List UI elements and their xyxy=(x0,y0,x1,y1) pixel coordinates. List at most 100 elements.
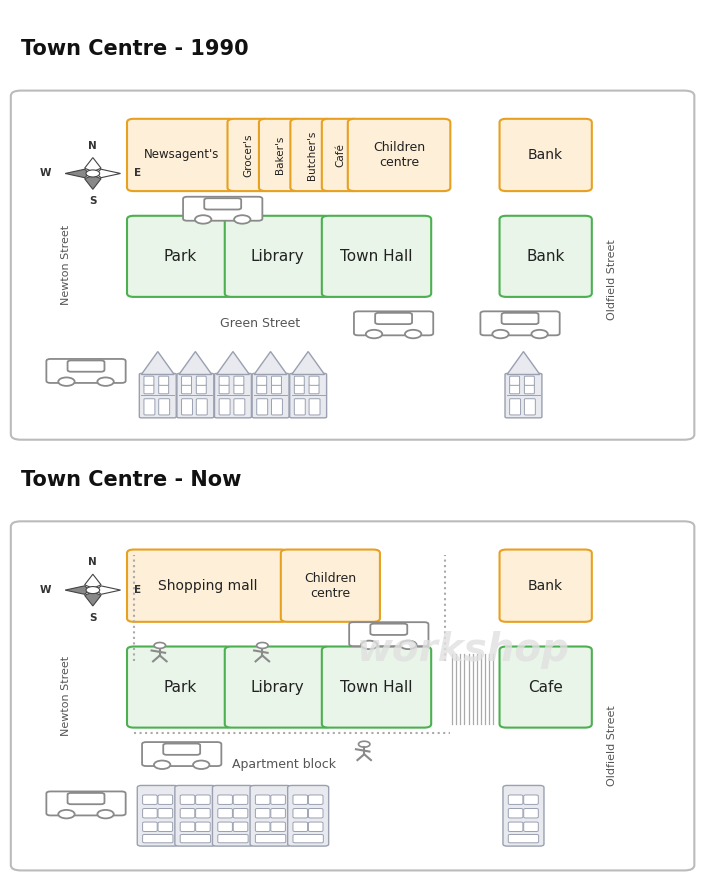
FancyBboxPatch shape xyxy=(257,376,267,385)
FancyBboxPatch shape xyxy=(137,786,178,846)
FancyBboxPatch shape xyxy=(219,384,229,393)
Circle shape xyxy=(256,643,268,649)
Circle shape xyxy=(98,377,114,386)
FancyBboxPatch shape xyxy=(180,795,195,805)
FancyBboxPatch shape xyxy=(140,374,177,417)
Text: Oldfield Street: Oldfield Street xyxy=(607,705,617,786)
Text: Park: Park xyxy=(163,249,197,263)
FancyBboxPatch shape xyxy=(234,795,248,805)
FancyBboxPatch shape xyxy=(322,646,431,728)
Text: Cafe: Cafe xyxy=(528,680,563,694)
FancyBboxPatch shape xyxy=(142,822,157,831)
FancyBboxPatch shape xyxy=(177,374,214,417)
FancyBboxPatch shape xyxy=(219,376,229,385)
FancyBboxPatch shape xyxy=(197,384,206,393)
Circle shape xyxy=(531,330,548,338)
FancyBboxPatch shape xyxy=(144,384,154,393)
FancyBboxPatch shape xyxy=(218,808,232,818)
FancyBboxPatch shape xyxy=(271,822,286,831)
FancyBboxPatch shape xyxy=(508,808,523,818)
Text: E: E xyxy=(134,585,141,595)
FancyBboxPatch shape xyxy=(271,795,286,805)
Text: Town Hall: Town Hall xyxy=(340,680,413,694)
FancyBboxPatch shape xyxy=(293,835,323,843)
FancyBboxPatch shape xyxy=(500,215,592,297)
FancyBboxPatch shape xyxy=(288,786,329,846)
FancyBboxPatch shape xyxy=(219,399,230,415)
Text: Library: Library xyxy=(251,680,305,694)
Circle shape xyxy=(492,330,508,338)
Text: Café: Café xyxy=(335,143,345,167)
FancyBboxPatch shape xyxy=(375,312,412,324)
Text: Town Centre - 1990: Town Centre - 1990 xyxy=(21,39,248,59)
FancyBboxPatch shape xyxy=(182,384,192,393)
FancyBboxPatch shape xyxy=(293,808,308,818)
FancyBboxPatch shape xyxy=(68,793,105,805)
Circle shape xyxy=(86,170,100,177)
FancyBboxPatch shape xyxy=(322,215,431,297)
FancyBboxPatch shape xyxy=(271,376,281,385)
FancyBboxPatch shape xyxy=(196,822,210,831)
FancyBboxPatch shape xyxy=(370,624,407,635)
Polygon shape xyxy=(96,169,120,178)
Polygon shape xyxy=(66,586,90,595)
Text: Town Centre - Now: Town Centre - Now xyxy=(21,470,241,490)
Polygon shape xyxy=(66,169,90,178)
Polygon shape xyxy=(216,352,249,375)
FancyBboxPatch shape xyxy=(510,399,520,415)
FancyBboxPatch shape xyxy=(234,376,244,385)
Circle shape xyxy=(366,330,382,338)
FancyBboxPatch shape xyxy=(252,374,289,417)
FancyBboxPatch shape xyxy=(218,795,232,805)
FancyBboxPatch shape xyxy=(505,374,542,417)
Circle shape xyxy=(400,641,417,649)
FancyBboxPatch shape xyxy=(271,384,281,393)
FancyBboxPatch shape xyxy=(158,808,172,818)
FancyBboxPatch shape xyxy=(234,808,248,818)
Polygon shape xyxy=(142,352,174,375)
FancyBboxPatch shape xyxy=(256,835,286,843)
Text: Newton Street: Newton Street xyxy=(61,656,70,736)
Text: Bank: Bank xyxy=(528,148,563,162)
FancyBboxPatch shape xyxy=(510,376,520,385)
Polygon shape xyxy=(292,352,325,375)
FancyBboxPatch shape xyxy=(290,118,333,191)
Text: Park: Park xyxy=(163,680,197,694)
Text: Town Hall: Town Hall xyxy=(340,249,413,263)
Text: N: N xyxy=(88,141,98,150)
FancyBboxPatch shape xyxy=(234,399,245,415)
Text: Bank: Bank xyxy=(526,249,565,263)
Text: Newton Street: Newton Street xyxy=(61,225,70,305)
FancyBboxPatch shape xyxy=(11,91,694,440)
FancyBboxPatch shape xyxy=(309,399,320,415)
Circle shape xyxy=(358,741,370,747)
FancyBboxPatch shape xyxy=(159,384,169,393)
FancyBboxPatch shape xyxy=(225,646,330,728)
FancyBboxPatch shape xyxy=(481,312,560,336)
FancyBboxPatch shape xyxy=(175,786,216,846)
FancyBboxPatch shape xyxy=(234,822,248,831)
FancyBboxPatch shape xyxy=(250,786,291,846)
Text: S: S xyxy=(89,613,97,623)
FancyBboxPatch shape xyxy=(256,822,270,831)
Text: S: S xyxy=(89,197,97,206)
Text: Library: Library xyxy=(251,249,305,263)
FancyBboxPatch shape xyxy=(524,808,538,818)
FancyBboxPatch shape xyxy=(46,359,125,383)
Polygon shape xyxy=(507,352,540,375)
FancyBboxPatch shape xyxy=(142,795,157,805)
FancyBboxPatch shape xyxy=(144,376,154,385)
Polygon shape xyxy=(85,158,101,172)
Text: Oldfield Street: Oldfield Street xyxy=(607,239,617,320)
Polygon shape xyxy=(85,574,101,588)
FancyBboxPatch shape xyxy=(144,399,155,415)
FancyBboxPatch shape xyxy=(158,822,172,831)
FancyBboxPatch shape xyxy=(508,835,539,843)
FancyBboxPatch shape xyxy=(257,384,267,393)
FancyBboxPatch shape xyxy=(197,376,206,385)
FancyBboxPatch shape xyxy=(180,835,211,843)
Text: W: W xyxy=(40,168,51,179)
FancyBboxPatch shape xyxy=(294,376,304,385)
FancyBboxPatch shape xyxy=(294,399,305,415)
FancyBboxPatch shape xyxy=(182,399,192,415)
